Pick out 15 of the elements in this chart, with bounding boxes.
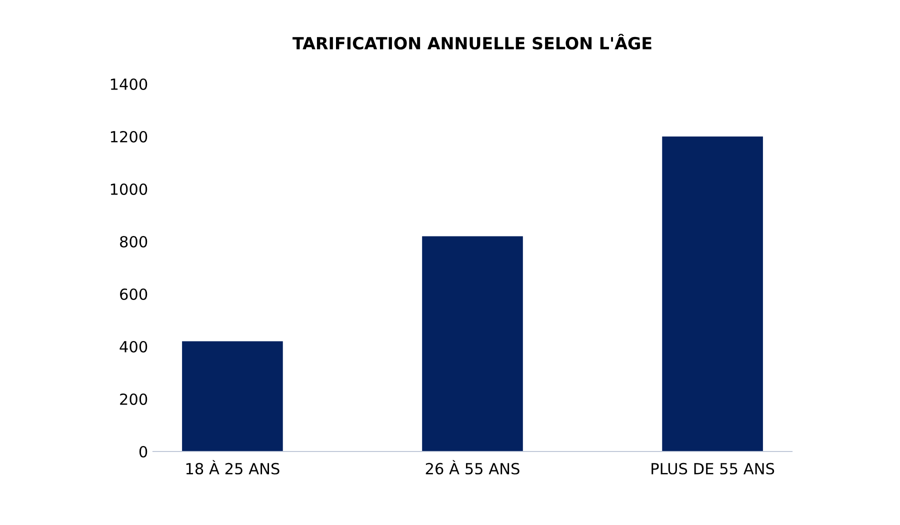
bar	[662, 136, 763, 452]
chart-title: TARIFICATION ANNUELLE SELON L'ÂGE	[292, 34, 652, 50]
y-tick-label: 200	[120, 393, 148, 406]
y-tick-label: 400	[120, 340, 148, 353]
y-tick-label: 1400	[110, 78, 148, 90]
y-tick-label: 800	[120, 236, 148, 248]
bar	[182, 341, 283, 452]
y-tick-label: 600	[120, 288, 148, 300]
bar	[422, 236, 523, 452]
y-tick-label: 1200	[110, 130, 148, 143]
y-tick-label: 0	[139, 446, 148, 458]
x-tick-label: 18 À 25 ANS	[186, 460, 280, 474]
x-tick-label: PLUS DE 55 ANS	[652, 462, 774, 474]
y-tick-label: 1000	[110, 183, 148, 196]
x-tick-label: 26 À 55 ANS	[426, 460, 520, 474]
